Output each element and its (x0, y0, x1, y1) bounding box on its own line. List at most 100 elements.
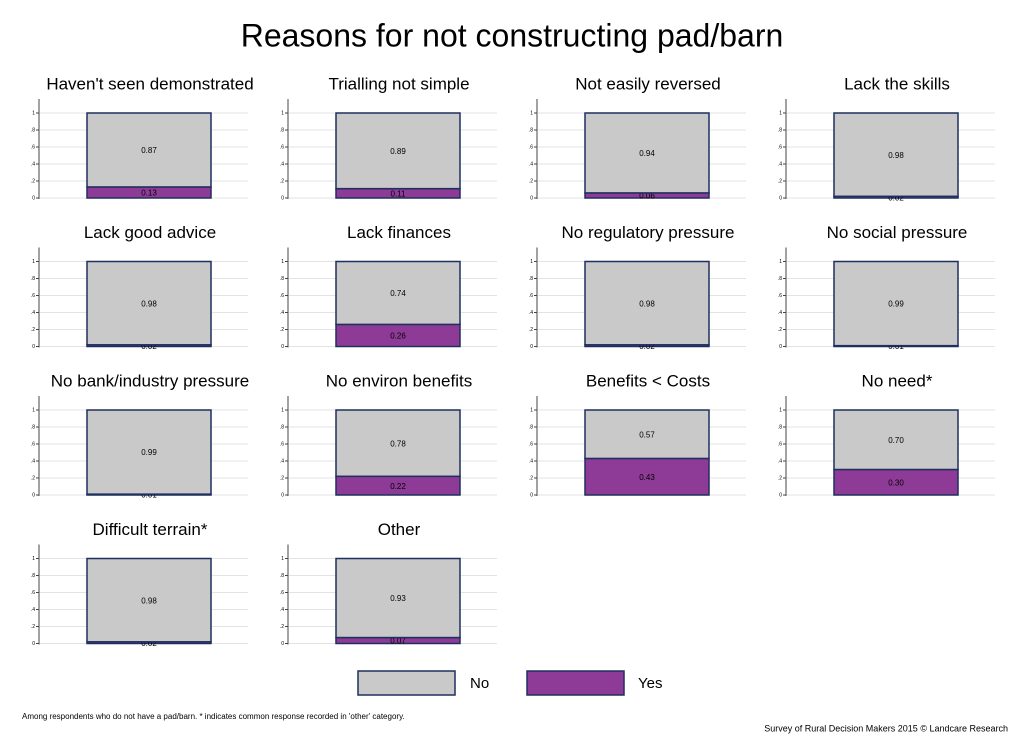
y-tick-label: .8 (280, 424, 284, 430)
page-title: Reasons for not constructing pad/barn (241, 17, 784, 53)
y-tick-label: 0 (281, 492, 284, 498)
value-label: 0.06 (639, 192, 655, 201)
panel-title: No environ benefits (326, 371, 472, 390)
y-tick-label: .2 (529, 475, 533, 481)
value-label: 0.13 (141, 189, 157, 198)
y-tick-label: .8 (280, 573, 284, 579)
bar-segment (584, 112, 710, 194)
bar-segment (584, 409, 710, 460)
y-tick-label: .2 (31, 624, 35, 630)
y-tick-label: .6 (529, 293, 533, 299)
y-tick-label: 1 (779, 407, 782, 413)
value-label: 0.98 (888, 151, 904, 160)
y-tick-label: .8 (280, 127, 284, 133)
y-tick-label: 0 (281, 195, 284, 201)
value-label: 0.93 (390, 594, 406, 603)
bar-segment (833, 112, 959, 198)
panel-title: Other (378, 520, 421, 539)
y-tick-label: .8 (529, 424, 533, 430)
y-tick-label: .6 (31, 144, 35, 150)
y-tick-label: 0 (32, 344, 35, 350)
panel-title: Not easily reversed (575, 74, 721, 93)
value-label: 0.94 (639, 149, 655, 158)
panel-title: Difficult terrain* (93, 520, 208, 539)
value-label: 0.43 (639, 473, 655, 482)
y-tick-label: .6 (778, 293, 782, 299)
y-tick-label: 0 (32, 195, 35, 201)
y-tick-label: .2 (529, 327, 533, 333)
panel-title: Lack the skills (844, 74, 950, 93)
y-tick-label: .4 (529, 161, 533, 167)
panel-title: Trialling not simple (328, 74, 469, 93)
panel-title: Lack good advice (84, 223, 216, 242)
panel-title: Lack finances (347, 223, 451, 242)
value-label: 0.57 (639, 430, 655, 439)
y-tick-label: .6 (778, 144, 782, 150)
y-tick-label: 1 (530, 259, 533, 265)
y-tick-label: .8 (31, 276, 35, 282)
bar-segment (86, 409, 212, 495)
y-tick-label: .2 (778, 327, 782, 333)
y-tick-label: .8 (31, 573, 35, 579)
bar-segment (584, 260, 710, 346)
y-tick-label: .4 (778, 310, 782, 316)
bar-segment (833, 260, 959, 347)
value-label: 0.78 (390, 439, 406, 448)
value-label: 0.98 (141, 299, 157, 308)
y-tick-label: .6 (529, 144, 533, 150)
y-tick-label: .2 (280, 624, 284, 630)
y-tick-label: .2 (31, 327, 35, 333)
panel-title: No need* (862, 371, 933, 390)
value-label: 0.02 (888, 193, 904, 202)
y-tick-label: 0 (32, 641, 35, 647)
value-label: 0.98 (639, 299, 655, 308)
y-tick-label: 0 (530, 492, 533, 498)
y-tick-label: .2 (529, 178, 533, 184)
y-tick-label: .4 (280, 310, 284, 316)
y-tick-label: .6 (280, 293, 284, 299)
y-tick-label: .4 (280, 458, 284, 464)
y-tick-label: .6 (31, 590, 35, 596)
y-tick-label: 0 (779, 344, 782, 350)
bar-segment (833, 468, 959, 496)
y-tick-label: .2 (31, 475, 35, 481)
value-label: 0.74 (390, 289, 406, 298)
y-tick-label: .4 (529, 310, 533, 316)
y-tick-label: .4 (778, 161, 782, 167)
y-tick-label: .6 (280, 441, 284, 447)
legend-label: No (470, 675, 489, 692)
y-tick-label: 0 (779, 492, 782, 498)
y-tick-label: 0 (32, 492, 35, 498)
y-tick-label: .6 (778, 441, 782, 447)
y-tick-label: 1 (779, 259, 782, 265)
y-tick-label: 1 (281, 407, 284, 413)
y-tick-label: 1 (281, 110, 284, 116)
y-tick-label: 1 (281, 259, 284, 265)
bar-segment (584, 457, 710, 496)
value-label: 0.01 (888, 342, 904, 351)
y-tick-label: .4 (529, 458, 533, 464)
y-tick-label: .8 (31, 127, 35, 133)
y-tick-label: 0 (779, 195, 782, 201)
y-tick-label: 1 (32, 110, 35, 116)
bar-segment (86, 112, 212, 188)
y-tick-label: .6 (529, 441, 533, 447)
panel-title: Haven't seen demonstrated (46, 74, 253, 93)
y-tick-label: .4 (31, 161, 35, 167)
bar-segment (335, 409, 461, 478)
bar-segment (833, 409, 959, 471)
y-tick-label: .2 (778, 475, 782, 481)
y-tick-label: 0 (281, 344, 284, 350)
value-label: 0.26 (390, 332, 406, 341)
y-tick-label: .4 (31, 607, 35, 613)
value-label: 0.01 (141, 491, 157, 500)
panel-title: No social pressure (827, 223, 968, 242)
value-label: 0.98 (141, 596, 157, 605)
y-tick-label: .6 (280, 590, 284, 596)
value-label: 0.02 (141, 342, 157, 351)
value-label: 0.22 (390, 482, 406, 491)
bar-segment (86, 557, 212, 643)
panel-title: No regulatory pressure (562, 223, 735, 242)
y-tick-label: 0 (530, 195, 533, 201)
